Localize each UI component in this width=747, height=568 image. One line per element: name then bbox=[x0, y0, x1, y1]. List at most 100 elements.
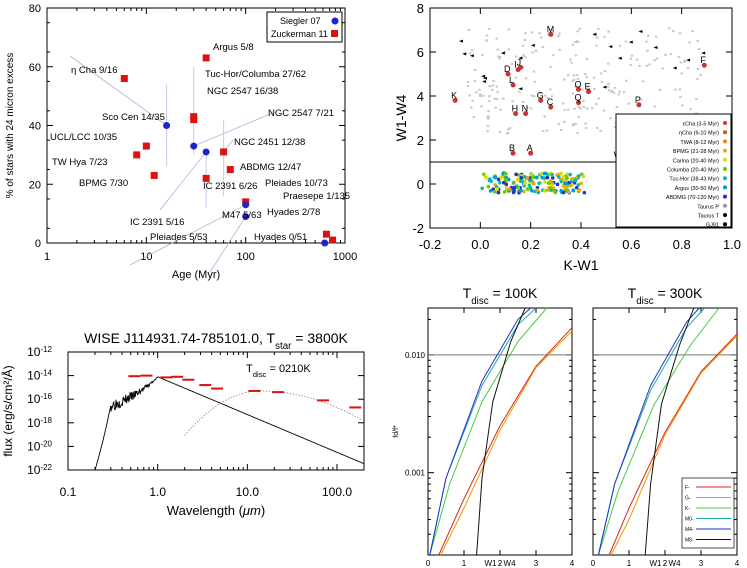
moving-group-point bbox=[503, 178, 508, 182]
taurus-p-point bbox=[585, 58, 589, 61]
moving-group-point bbox=[565, 185, 569, 189]
taurus-p-point bbox=[522, 54, 525, 57]
taurus-p-point bbox=[467, 29, 471, 32]
taurus-p-point bbox=[654, 35, 658, 38]
taurus-t-point bbox=[483, 76, 488, 80]
leader-line bbox=[193, 111, 276, 147]
taurus-p-point bbox=[543, 115, 546, 118]
taurus-t-point bbox=[592, 32, 597, 36]
taurus-p-point bbox=[510, 62, 514, 65]
legend-label: M4- bbox=[685, 527, 694, 533]
taurus-p-point bbox=[546, 96, 550, 99]
taurus-p-point bbox=[600, 80, 604, 83]
taurus-p-point bbox=[584, 122, 587, 125]
point-label: ABDMG 12/47 bbox=[240, 162, 301, 173]
moving-group-point bbox=[504, 186, 509, 190]
point-label: K bbox=[451, 90, 457, 100]
moving-group-point bbox=[566, 190, 571, 195]
legend-label: Tuc-Hor (38-43 Myr) bbox=[669, 177, 719, 183]
taurus-p-point bbox=[542, 130, 545, 133]
taurus-p-point bbox=[688, 41, 691, 44]
taurus-p-point bbox=[487, 117, 491, 120]
disc-blackbody-line bbox=[184, 390, 363, 436]
moving-group-point bbox=[486, 184, 491, 189]
taurus-p-point bbox=[653, 59, 656, 62]
taurus-p-point bbox=[574, 41, 577, 44]
moving-group-point bbox=[582, 190, 587, 195]
legend-label: Siegler 07 bbox=[280, 16, 321, 26]
taurus-p-point bbox=[521, 44, 525, 47]
taurus-p-point bbox=[582, 99, 585, 102]
x-tick-label: -0.2 bbox=[419, 237, 441, 252]
point-label: Pleiades 5/53 bbox=[150, 232, 208, 243]
fd-300k-panel: Tdisc = 300K 0 1 2 3 4 W1 - W4 F- G- K- M0- M4- M8- bbox=[591, 285, 740, 568]
taurus-p-point bbox=[579, 107, 582, 110]
panel-title: Tdisc = 100K bbox=[463, 285, 538, 307]
curve-G bbox=[610, 335, 738, 556]
taurus-p-point bbox=[494, 106, 497, 109]
x-tick-label: 10.0 bbox=[236, 485, 260, 499]
taurus-p-point bbox=[478, 95, 482, 98]
point-label: Hyades 2/78 bbox=[267, 207, 320, 218]
x-tick-label: 2 bbox=[498, 559, 503, 568]
legend-label: εCha (3-5 Myr) bbox=[683, 122, 720, 128]
taurus-p-point bbox=[629, 57, 633, 60]
taurus-p-point bbox=[677, 56, 681, 59]
y-tick-label: 0 bbox=[35, 238, 41, 250]
taurus-p-point bbox=[653, 105, 657, 108]
leader-line bbox=[129, 204, 246, 266]
taurus-p-point bbox=[691, 29, 694, 32]
taurus-p-point bbox=[544, 94, 547, 97]
taurus-p-point bbox=[571, 80, 575, 83]
moving-group-point bbox=[545, 175, 550, 180]
legend-marker bbox=[723, 157, 727, 162]
legend-label: ABDMG (70-120 Myr) bbox=[666, 195, 719, 201]
taurus-p-point bbox=[638, 64, 641, 67]
color-color-panel: -0.20.00.20.40.60.81.0-202468K-W1W1-W4W1… bbox=[393, 1, 741, 273]
taurus-p-point bbox=[518, 90, 521, 93]
taurus-p-point bbox=[678, 88, 682, 91]
x-tick-label: 1.0 bbox=[723, 237, 741, 252]
taurus-p-point bbox=[602, 109, 606, 112]
x-tick-label: 3 bbox=[534, 559, 539, 568]
taurus-p-point bbox=[495, 37, 499, 40]
disc-temperature-label: Tdisc = 0210K bbox=[246, 363, 311, 379]
taurus-p-point bbox=[529, 107, 533, 110]
y-tick-label: 10-20 bbox=[27, 439, 52, 454]
taurus-p-point bbox=[501, 97, 505, 100]
legend-label: Zuckerman 11 bbox=[271, 29, 328, 39]
taurus-p-point bbox=[622, 91, 626, 94]
point-label: Q bbox=[574, 93, 581, 103]
taurus-p-point bbox=[470, 49, 474, 52]
x-axis-label: Age (Myr) bbox=[172, 269, 220, 281]
moving-group-point bbox=[576, 183, 581, 187]
taurus-p-point bbox=[545, 129, 549, 132]
y-tick-label: -2 bbox=[412, 221, 424, 236]
moving-group-point bbox=[539, 171, 543, 176]
taurus-t-point bbox=[701, 51, 706, 55]
taurus-p-point bbox=[466, 80, 470, 83]
point-label: O bbox=[574, 79, 581, 89]
taurus-p-point bbox=[573, 107, 576, 110]
point-label: UCL/LCC 10/35 bbox=[50, 132, 117, 143]
taurus-p-point bbox=[496, 48, 500, 51]
moving-group-point bbox=[579, 181, 583, 186]
taurus-p-point bbox=[487, 100, 491, 103]
siegler-point bbox=[242, 213, 250, 221]
legend-box bbox=[266, 11, 343, 43]
taurus-p-point bbox=[658, 88, 662, 91]
legend-marker bbox=[723, 148, 727, 153]
taurus-p-point bbox=[680, 72, 684, 75]
taurus-p-point bbox=[627, 102, 630, 105]
taurus-p-point bbox=[574, 122, 577, 125]
taurus-p-point bbox=[466, 84, 470, 87]
taurus-p-point bbox=[562, 78, 566, 81]
siegler-point bbox=[321, 239, 329, 247]
taurus-p-point bbox=[552, 54, 555, 57]
moving-group-point bbox=[519, 175, 524, 180]
labeled-point bbox=[518, 64, 524, 70]
labeled-point bbox=[528, 150, 534, 156]
taurus-t-point bbox=[602, 85, 607, 89]
x-tick-label: 0.4 bbox=[572, 237, 590, 252]
taurus-p-point bbox=[498, 131, 502, 134]
